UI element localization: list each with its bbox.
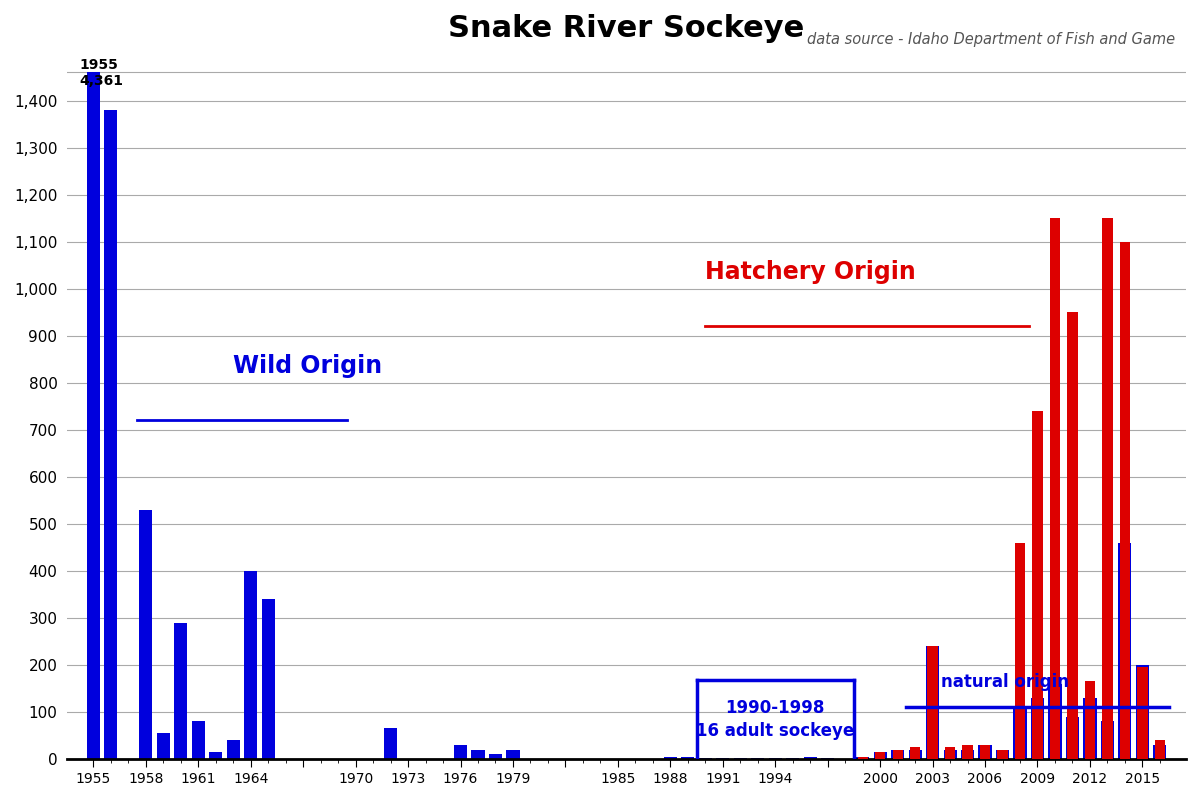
Bar bbox=[1015, 542, 1025, 759]
Bar bbox=[892, 750, 904, 759]
Bar bbox=[209, 752, 222, 759]
Text: Wild Origin: Wild Origin bbox=[233, 354, 383, 378]
Text: data source - Idaho Department of Fish and Game: data source - Idaho Department of Fish a… bbox=[806, 31, 1175, 46]
Bar bbox=[192, 722, 205, 759]
Bar bbox=[664, 757, 677, 759]
Bar bbox=[1050, 218, 1060, 759]
Bar bbox=[1067, 312, 1078, 759]
Bar bbox=[978, 745, 991, 759]
Bar bbox=[910, 747, 920, 759]
Text: 1990-1998
16 adult sockeye: 1990-1998 16 adult sockeye bbox=[696, 698, 854, 740]
Bar bbox=[454, 745, 467, 759]
Bar bbox=[1153, 745, 1166, 759]
Bar bbox=[1154, 740, 1165, 759]
Bar bbox=[874, 752, 887, 759]
Bar bbox=[1136, 665, 1148, 759]
Bar bbox=[1103, 218, 1112, 759]
Bar bbox=[262, 599, 275, 759]
Bar bbox=[244, 571, 257, 759]
Bar bbox=[858, 757, 868, 759]
Bar bbox=[856, 757, 869, 759]
Bar bbox=[962, 745, 973, 759]
Bar bbox=[1085, 682, 1096, 759]
Bar bbox=[961, 750, 974, 759]
Bar bbox=[682, 757, 695, 759]
Bar bbox=[1138, 667, 1147, 759]
Bar bbox=[875, 752, 886, 759]
Bar bbox=[1014, 707, 1026, 759]
Text: Hatchery Origin: Hatchery Origin bbox=[706, 260, 916, 284]
Title: Snake River Sockeye: Snake River Sockeye bbox=[449, 14, 805, 43]
Bar bbox=[996, 750, 1009, 759]
Bar bbox=[821, 758, 834, 759]
Bar bbox=[227, 740, 240, 759]
Bar bbox=[1031, 698, 1044, 759]
Bar bbox=[488, 754, 502, 759]
Bar bbox=[893, 750, 902, 759]
Bar bbox=[716, 758, 730, 759]
Bar bbox=[698, 758, 712, 759]
Bar bbox=[908, 750, 922, 759]
Bar bbox=[1118, 542, 1132, 759]
Bar bbox=[943, 750, 956, 759]
Bar bbox=[139, 510, 152, 759]
Bar bbox=[1032, 411, 1043, 759]
Bar bbox=[174, 622, 187, 759]
Text: natural origin: natural origin bbox=[941, 673, 1069, 690]
Bar bbox=[1066, 717, 1079, 759]
Bar bbox=[506, 750, 520, 759]
Bar bbox=[980, 745, 990, 759]
Bar bbox=[804, 757, 817, 759]
Bar bbox=[86, 72, 100, 759]
Bar bbox=[997, 750, 1008, 759]
Bar bbox=[1100, 722, 1114, 759]
Bar bbox=[104, 110, 118, 759]
Bar bbox=[926, 646, 940, 759]
Bar bbox=[928, 646, 937, 759]
Bar bbox=[384, 728, 397, 759]
Bar bbox=[1084, 698, 1097, 759]
Bar bbox=[1049, 684, 1062, 759]
Bar bbox=[1120, 242, 1130, 759]
Bar bbox=[157, 733, 170, 759]
Bar bbox=[472, 750, 485, 759]
Bar bbox=[944, 747, 955, 759]
Text: 1955
4,361: 1955 4,361 bbox=[79, 58, 124, 89]
